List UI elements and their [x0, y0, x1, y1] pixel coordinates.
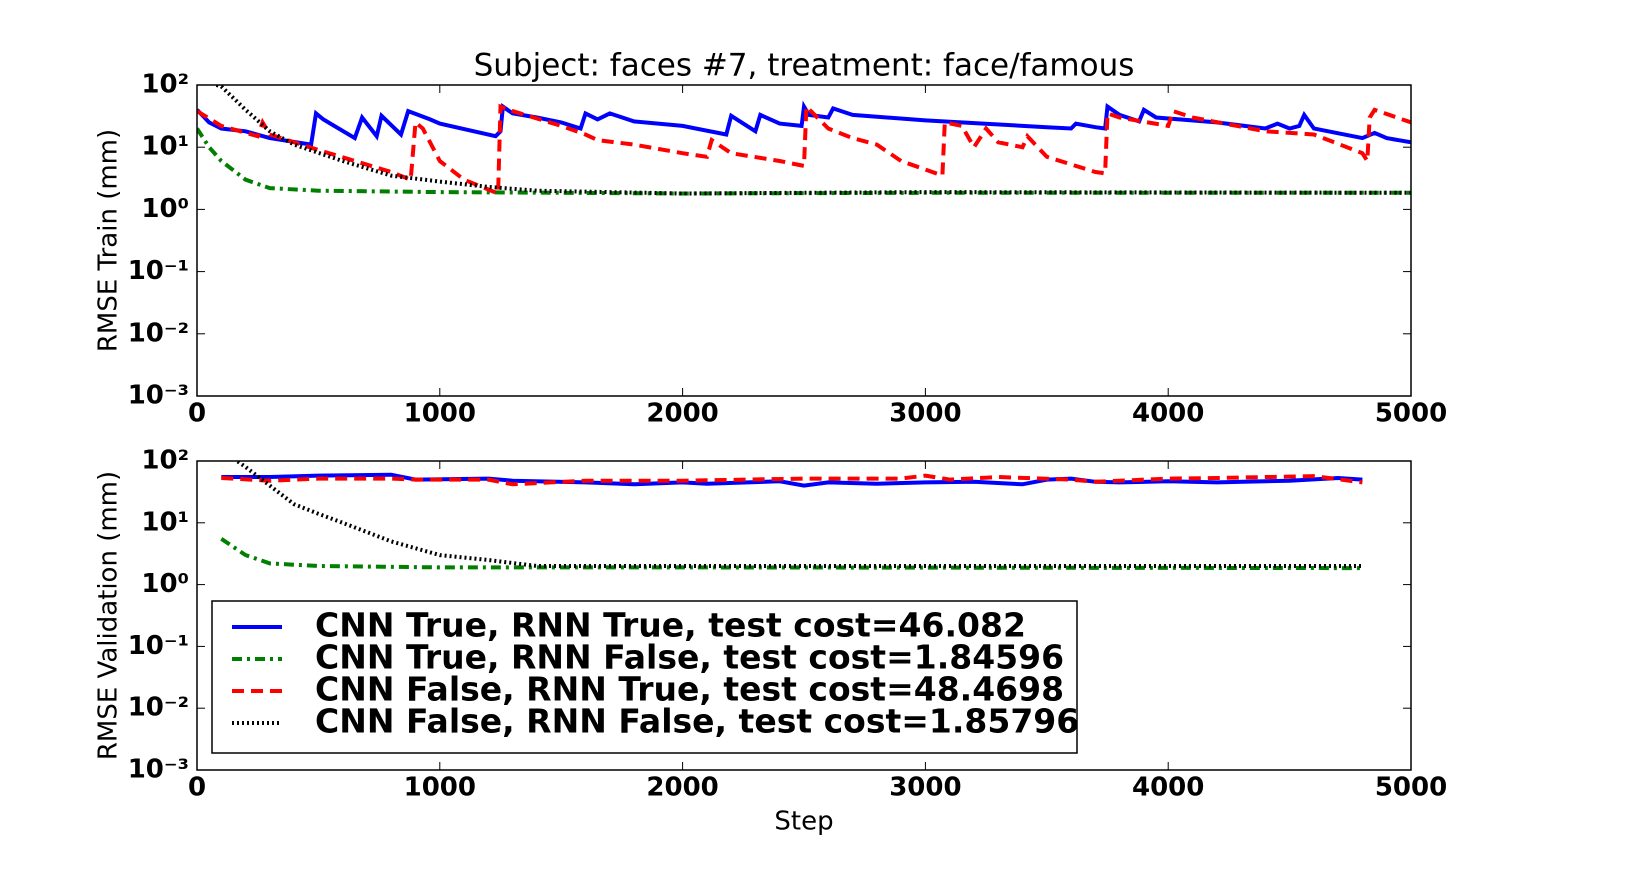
chart-title: Subject: faces #7, treatment: face/famou… [474, 48, 1135, 84]
plot-frame [196, 84, 1412, 397]
series-line [197, 101, 1411, 197]
y-tick-label: 10⁰ [141, 569, 189, 599]
y-tick-label: 10² [141, 446, 189, 476]
y-tick-label: 10⁻³ [128, 381, 189, 411]
y-tick-label: 10⁰ [141, 194, 189, 224]
x-tick-label: 4000 [1132, 773, 1204, 803]
y-tick-label: 10⁻¹ [128, 256, 189, 286]
x-tick-label: 2000 [646, 399, 718, 429]
y-axis-label: RMSE Validation (mm) [94, 471, 124, 760]
series-line [215, 85, 1411, 196]
legend-label: CNN True, RNN False, test cost=1.84596 [315, 638, 1064, 677]
y-tick-label: 10⁻³ [128, 755, 189, 785]
x-tick-label: 0 [188, 773, 206, 803]
legend-label: CNN False, RNN True, test cost=48.4698 [315, 670, 1064, 709]
y-axis-label: RMSE Train (mm) [94, 129, 124, 352]
x-tick-label: 5000 [1375, 399, 1447, 429]
series-line [220, 537, 1363, 571]
plot-frame [196, 460, 1412, 771]
legend-box [211, 600, 1078, 754]
x-tick-label: 1000 [404, 773, 476, 803]
y-tick-label: 10² [141, 70, 189, 100]
y-tick-label: 10¹ [141, 507, 189, 537]
x-tick-label: 3000 [889, 399, 961, 429]
series-line [221, 473, 1363, 487]
y-tick-label: 10⁻¹ [128, 631, 189, 661]
x-tick-label: 1000 [404, 399, 476, 429]
y-tick-label: 10⁻² [128, 693, 189, 723]
series-line [233, 461, 1363, 568]
legend-label: CNN False, RNN False, test cost=1.85796 [315, 702, 1079, 741]
legend-label: CNN True, RNN True, test cost=46.082 [315, 606, 1026, 645]
x-axis-label: Step [774, 807, 833, 837]
y-tick-label: 10⁻² [128, 318, 189, 348]
y-tick-label: 10¹ [141, 132, 189, 162]
x-tick-label: 5000 [1375, 773, 1447, 803]
x-tick-label: 4000 [1132, 399, 1204, 429]
x-tick-label: 0 [188, 399, 206, 429]
x-tick-label: 2000 [646, 773, 718, 803]
x-tick-label: 3000 [889, 773, 961, 803]
